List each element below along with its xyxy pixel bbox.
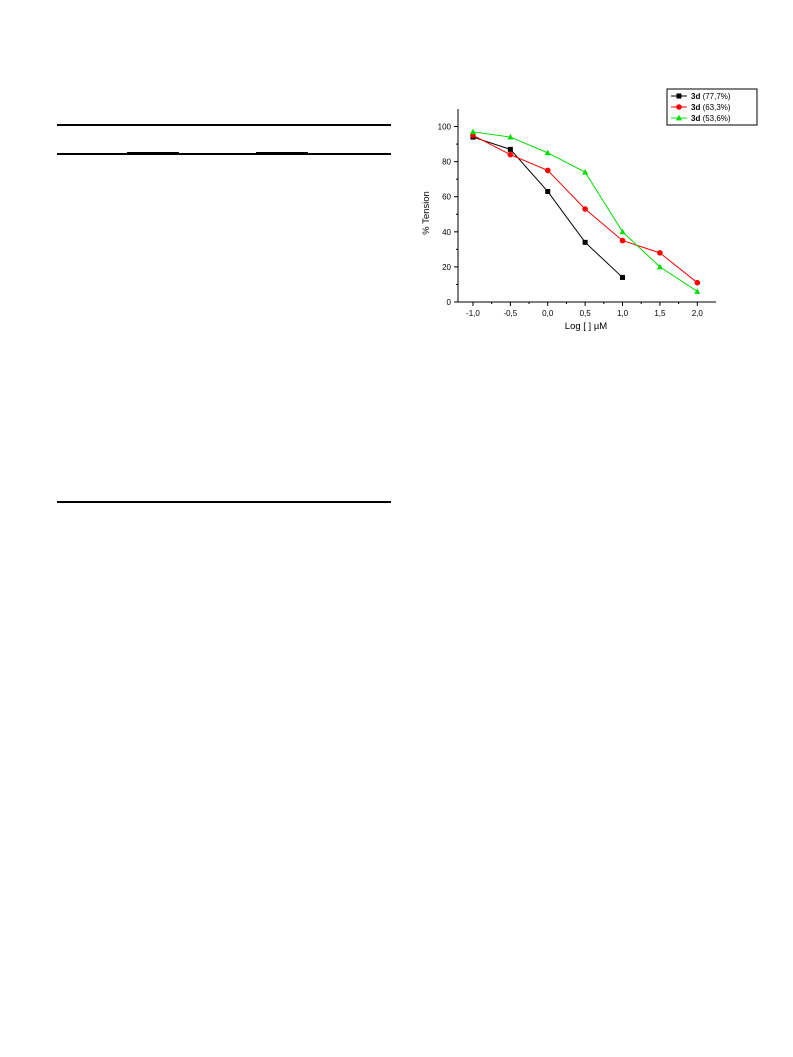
x-tick-label: -1,0 <box>466 309 480 318</box>
y-tick-label: 60 <box>442 193 451 202</box>
x-tick-label: 2,0 <box>692 309 704 318</box>
chart-axes: -1,0 -0,5 0,0 0,5 1,0 1,5 2,0 0 20 40 60 80 100 <box>438 109 716 318</box>
x-tick-label: 0,5 <box>580 309 592 318</box>
x-tick-label: 1,5 <box>654 309 666 318</box>
y-tick-label: 100 <box>438 123 452 132</box>
y-tick-label: 20 <box>442 263 451 272</box>
data-point-triangle <box>694 288 701 294</box>
data-point-square <box>582 239 588 245</box>
data-point-triangle <box>656 263 663 270</box>
x-axis-label: Log [ ] µM <box>565 321 608 332</box>
legend-entry-compound: 3d <box>691 92 700 101</box>
legend-entry-compound: 3d <box>691 114 700 123</box>
data-point-square <box>545 188 551 194</box>
data-point-triangle <box>469 128 476 135</box>
data-point-triangle <box>507 133 514 140</box>
y-tick-label: 40 <box>442 228 451 237</box>
y-axis-label: % Tension <box>421 191 432 235</box>
legend-entry-efficacy: (77,7%) <box>700 92 731 101</box>
chart-series <box>469 128 701 294</box>
data-point-square <box>620 274 626 280</box>
data-point-circle <box>507 151 514 158</box>
legend-entry-label: 3d (53,6%) <box>691 114 731 123</box>
legend-entry-efficacy: (53,6%) <box>700 114 731 123</box>
data-point-circle <box>657 250 663 256</box>
y-tick-label: 80 <box>442 158 451 167</box>
x-tick-label: -0,5 <box>503 309 517 318</box>
series-2 <box>470 132 701 286</box>
data-point-circle <box>694 279 701 286</box>
series-3 <box>469 128 701 294</box>
legend-entry-label: 3d (77,7%) <box>691 92 731 101</box>
chart-legend: 3d (77,7%)3d (63,3%)3d (53,6%) <box>666 88 758 126</box>
table-top-rule <box>57 124 391 126</box>
table-header-rule <box>57 153 391 155</box>
x-tick-label: 0,0 <box>542 309 554 318</box>
table-header-subrule-2 <box>256 152 308 154</box>
table-bottom-rule <box>57 501 391 503</box>
data-point-circle <box>676 104 682 110</box>
legend-entry-compound: 3d <box>691 103 700 112</box>
data-point-triangle <box>544 149 551 156</box>
series-1 <box>470 134 626 280</box>
data-point-triangle <box>619 228 626 235</box>
data-point-triangle <box>676 114 682 121</box>
data-point-circle <box>544 167 551 174</box>
y-tick-label: 0 <box>447 298 452 307</box>
x-tick-label: 1,0 <box>617 309 629 318</box>
legend-entry-efficacy: (63,3%) <box>700 103 731 112</box>
data-point-circle <box>582 206 588 212</box>
data-point-circle <box>619 237 626 244</box>
series-line <box>472 136 623 278</box>
data-point-triangle <box>582 168 589 175</box>
data-point-square <box>676 93 682 99</box>
data-point-square <box>507 146 513 152</box>
table-header-subrule-1 <box>127 152 179 154</box>
legend-entry-label: 3d (63,3%) <box>691 103 731 112</box>
